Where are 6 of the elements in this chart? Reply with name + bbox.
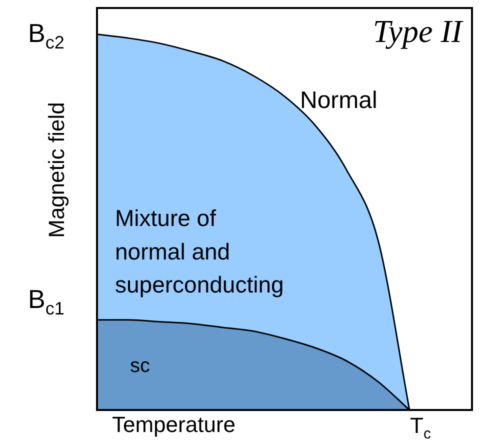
y-axis-title: Magnetic field	[44, 102, 69, 238]
annotation: Normal	[300, 87, 378, 114]
annotation: sc	[130, 355, 150, 377]
annotation: Mixture of normal and superconducting	[115, 205, 284, 298]
x-axis-title: Temperature	[112, 412, 236, 437]
chart-title: Type II	[372, 13, 464, 49]
